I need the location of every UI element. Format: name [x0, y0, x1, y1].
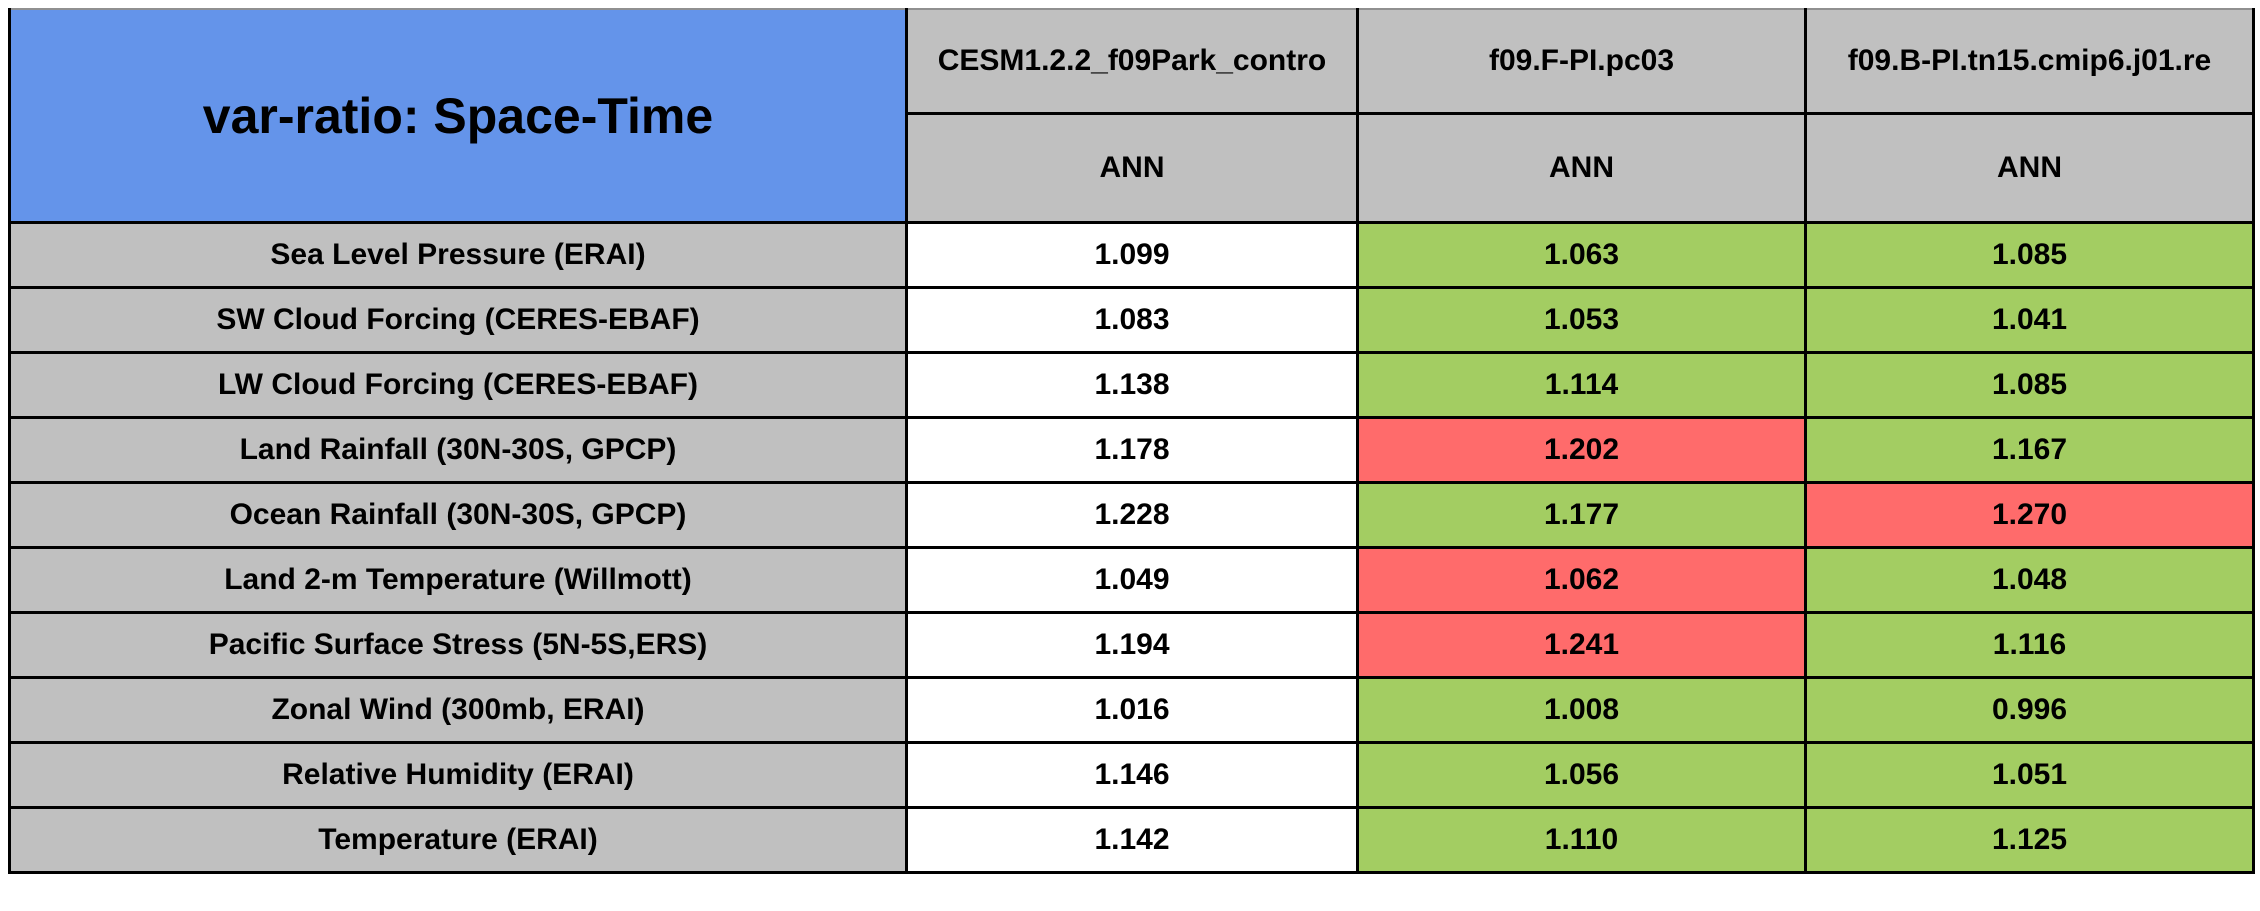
table-row: Pacific Surface Stress (5N-5S,ERS) 1.194…: [8, 611, 2255, 679]
table-row: Relative Humidity (ERAI) 1.146 1.056 1.0…: [8, 741, 2255, 809]
value-cell: 1.053: [1356, 286, 1807, 354]
row-label: Pacific Surface Stress (5N-5S,ERS): [8, 611, 908, 679]
value-cell: 1.167: [1804, 416, 2255, 484]
table-row: LW Cloud Forcing (CERES-EBAF) 1.138 1.11…: [8, 351, 2255, 419]
value-cell: 1.016: [905, 676, 1359, 744]
row-label: Relative Humidity (ERAI): [8, 741, 908, 809]
value-cell: 1.202: [1356, 416, 1807, 484]
value-cell: 1.062: [1356, 546, 1807, 614]
column-season-3: ANN: [1804, 112, 2255, 224]
table-row: Sea Level Pressure (ERAI) 1.099 1.063 1.…: [8, 221, 2255, 289]
value-cell: 1.110: [1356, 806, 1807, 874]
table-row: Temperature (ERAI) 1.142 1.110 1.125: [8, 806, 2255, 874]
value-cell: 1.085: [1804, 351, 2255, 419]
value-cell: 1.138: [905, 351, 1359, 419]
value-cell: 1.142: [905, 806, 1359, 874]
value-cell: 1.194: [905, 611, 1359, 679]
table-row: SW Cloud Forcing (CERES-EBAF) 1.083 1.05…: [8, 286, 2255, 354]
column-header-model-2: f09.F-PI.pc03: [1356, 8, 1807, 115]
value-cell: 1.041: [1804, 286, 2255, 354]
row-label: Land 2-m Temperature (Willmott): [8, 546, 908, 614]
row-label: SW Cloud Forcing (CERES-EBAF): [8, 286, 908, 354]
value-cell: 0.996: [1804, 676, 2255, 744]
column-season-1: ANN: [905, 112, 1359, 224]
value-cell: 1.228: [905, 481, 1359, 549]
value-cell: 1.085: [1804, 221, 2255, 289]
value-cell: 1.051: [1804, 741, 2255, 809]
value-cell: 1.114: [1356, 351, 1807, 419]
value-cell: 1.146: [905, 741, 1359, 809]
value-cell: 1.241: [1356, 611, 1807, 679]
row-label: Zonal Wind (300mb, ERAI): [8, 676, 908, 744]
value-cell: 1.116: [1804, 611, 2255, 679]
table-title: var-ratio: Space-Time: [8, 8, 908, 224]
row-label: Ocean Rainfall (30N-30S, GPCP): [8, 481, 908, 549]
table-row: Land Rainfall (30N-30S, GPCP) 1.178 1.20…: [8, 416, 2255, 484]
value-cell: 1.125: [1804, 806, 2255, 874]
value-cell: 1.056: [1356, 741, 1807, 809]
row-label: LW Cloud Forcing (CERES-EBAF): [8, 351, 908, 419]
column-season-2: ANN: [1356, 112, 1807, 224]
value-cell: 1.083: [905, 286, 1359, 354]
column-header-model-3: f09.B-PI.tn15.cmip6.j01.re: [1804, 8, 2255, 115]
value-cell: 1.178: [905, 416, 1359, 484]
value-cell: 1.177: [1356, 481, 1807, 549]
table-row: Zonal Wind (300mb, ERAI) 1.016 1.008 0.9…: [8, 676, 2255, 744]
row-label: Land Rainfall (30N-30S, GPCP): [8, 416, 908, 484]
row-label: Temperature (ERAI): [8, 806, 908, 874]
var-ratio-table: var-ratio: Space-Time CESM1.2.2_f09Park_…: [8, 8, 2255, 874]
value-cell: 1.048: [1804, 546, 2255, 614]
value-cell: 1.008: [1356, 676, 1807, 744]
table-row: Land 2-m Temperature (Willmott) 1.049 1.…: [8, 546, 2255, 614]
row-label: Sea Level Pressure (ERAI): [8, 221, 908, 289]
value-cell: 1.099: [905, 221, 1359, 289]
value-cell: 1.063: [1356, 221, 1807, 289]
value-cell: 1.270: [1804, 481, 2255, 549]
value-cell: 1.049: [905, 546, 1359, 614]
column-header-model-1: CESM1.2.2_f09Park_contro: [905, 8, 1359, 115]
table-row: Ocean Rainfall (30N-30S, GPCP) 1.228 1.1…: [8, 481, 2255, 549]
